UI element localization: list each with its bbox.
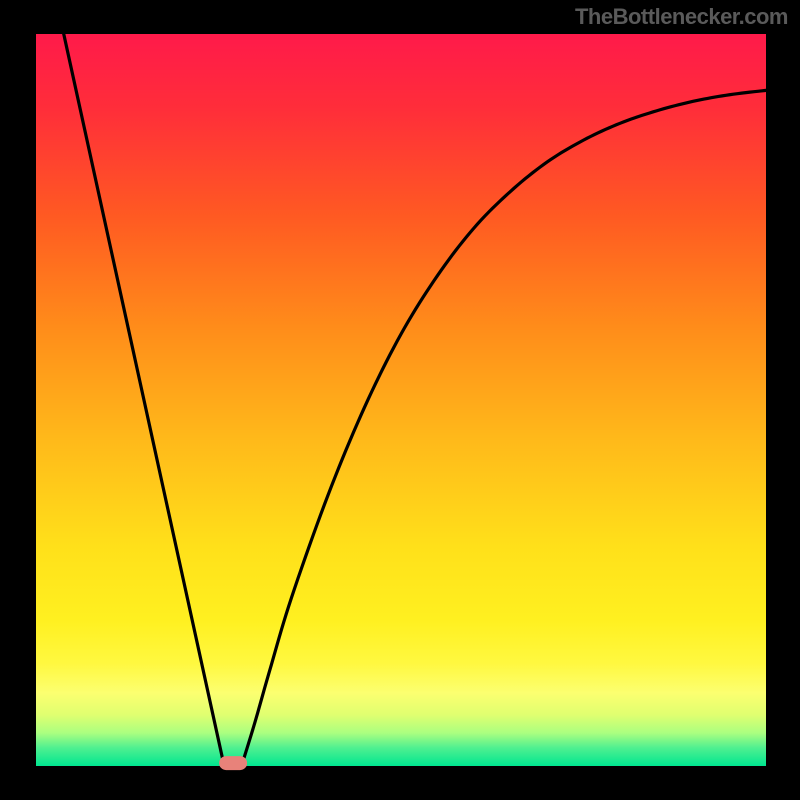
watermark-label: TheBottlenecker.com <box>575 4 788 30</box>
chart-svg <box>0 0 800 800</box>
chart-container: TheBottlenecker.com <box>0 0 800 800</box>
minimum-marker <box>219 756 247 770</box>
